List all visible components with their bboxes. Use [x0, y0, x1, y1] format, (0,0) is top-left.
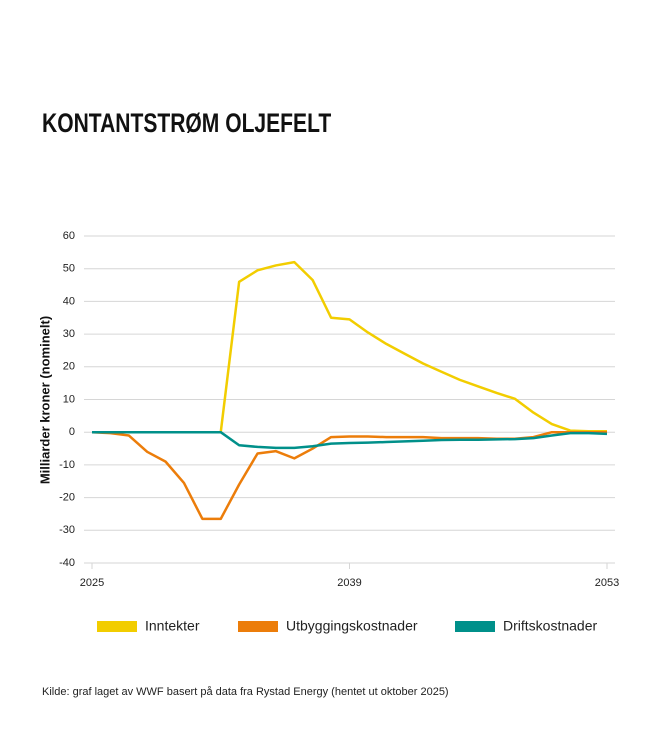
x-tick-label: 2025: [80, 577, 104, 589]
series-line: [92, 430, 608, 450]
y-tick-label: 50: [63, 263, 75, 275]
y-tick-label: 60: [63, 230, 75, 242]
y-tick-label: -30: [59, 524, 75, 536]
y-tick-label: 40: [63, 295, 75, 307]
y-tick-label: 10: [63, 393, 75, 405]
legend-label: Driftskostnader: [503, 618, 597, 634]
y-tick-label: -40: [59, 557, 75, 569]
x-tick-label: 2039: [337, 577, 361, 589]
y-tick-label: -10: [59, 459, 75, 471]
source: Kilde: graf laget av WWF basert på data …: [42, 686, 449, 698]
legend-label: Utbyggingskostnader: [286, 618, 418, 634]
y-axis-label: Milliarder kroner (nominelt): [37, 316, 52, 484]
legend-swatch: [455, 621, 495, 632]
y-tick-label: 0: [69, 426, 75, 438]
series-line: [92, 260, 607, 434]
chart-title: KONTANTSTRØM OLJEFELT: [42, 109, 331, 139]
y-tick-label: -20: [59, 492, 75, 504]
legend-swatch: [97, 621, 137, 632]
legend-label: Inntekter: [145, 618, 200, 634]
y-tick-label: 20: [63, 361, 75, 373]
y-tick-label: 30: [63, 328, 75, 340]
legend-swatch: [238, 621, 278, 632]
series-line: [91, 430, 607, 521]
x-tick-label: 2053: [595, 577, 619, 589]
